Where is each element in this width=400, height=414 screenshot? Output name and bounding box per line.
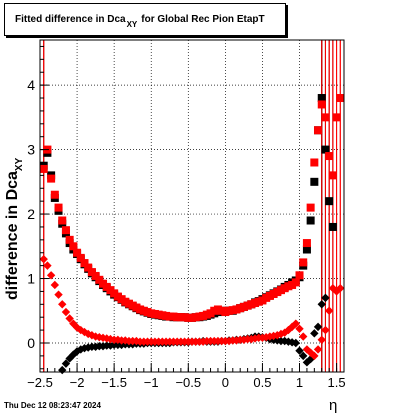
- y-tick-label: 4: [27, 77, 35, 93]
- data-point: [46, 271, 56, 280]
- y-tick-label: 3: [27, 142, 35, 158]
- data-point: [43, 261, 52, 270]
- x-axis-label: η: [329, 397, 338, 414]
- data-point: [58, 216, 67, 225]
- data-point: [317, 100, 326, 109]
- x-tick-label: 0.5: [253, 375, 271, 390]
- data-point: [295, 271, 304, 280]
- data-point: [61, 226, 70, 235]
- data-point: [58, 300, 67, 309]
- y-axis-label-subscript: XY: [14, 157, 25, 172]
- data-point: [324, 306, 334, 315]
- x-tick-label: 1.5: [328, 375, 346, 390]
- x-tick-label: −1.5: [101, 375, 127, 390]
- data-point: [332, 113, 341, 122]
- data-point: [321, 145, 330, 154]
- y-tick-label: 0: [27, 335, 35, 351]
- data-point: [69, 350, 78, 359]
- timestamp: Thu Dec 12 08:23:47 2024: [4, 401, 101, 410]
- data-point: [317, 94, 326, 103]
- data-point: [73, 248, 82, 257]
- data-point: [310, 177, 319, 186]
- data-point: [328, 171, 337, 180]
- data-point: [306, 216, 315, 225]
- data-point: [239, 335, 249, 344]
- chart-title-rest: for Global Rec Pion EtapT: [141, 14, 265, 25]
- x-tick-label: 0: [222, 375, 229, 390]
- y-axis-label-main: difference in Dca: [4, 171, 21, 300]
- x-tick-label: −2: [70, 375, 85, 390]
- data-point: [310, 158, 319, 167]
- data-point: [310, 329, 319, 338]
- data-point: [321, 325, 330, 335]
- y-tick-label: 1: [27, 271, 35, 287]
- data-point: [47, 174, 56, 183]
- data-point: [61, 307, 71, 317]
- chart-title-subscript: XY: [126, 20, 138, 29]
- y-axis-label: difference in DcaXY: [4, 100, 25, 300]
- data-point: [76, 253, 85, 262]
- x-tick-label: −0.5: [175, 375, 201, 390]
- data-point: [291, 278, 300, 287]
- x-tick-label: −1: [144, 375, 159, 390]
- data-point: [306, 203, 315, 212]
- data-point: [325, 152, 334, 161]
- data-point: [50, 280, 60, 290]
- data-point: [336, 94, 345, 103]
- x-tick-label: 1: [296, 375, 303, 390]
- chart-title: Fitted difference in DcaXY for Global Rec…: [15, 14, 265, 29]
- data-point: [328, 222, 337, 231]
- data-point: [310, 351, 319, 361]
- data-point: [69, 319, 78, 328]
- data-point: [295, 324, 304, 334]
- data-point: [65, 235, 74, 244]
- y-tick-label: 2: [27, 206, 35, 222]
- data-point: [321, 293, 330, 303]
- axes: −2.5 −2 −1.5 −1 −0.5 0 0.5 1 1.5 0 1 2 3 4: [27, 45, 346, 390]
- data-point: [87, 331, 97, 340]
- data-point: [50, 190, 59, 199]
- x-tick-label: −2.5: [27, 375, 53, 390]
- chart-title-main: Fitted difference in Dca: [15, 14, 126, 25]
- data-point: [314, 126, 323, 135]
- plot-frame: [39, 39, 345, 373]
- data-point: [117, 340, 126, 350]
- data-point: [317, 300, 326, 309]
- data-point: [39, 254, 48, 264]
- data-point: [313, 345, 323, 354]
- data-point: [336, 283, 345, 293]
- chart-title-box: Fitted difference in DcaXY for Global Rec…: [4, 3, 286, 36]
- data-point: [295, 346, 304, 355]
- data-point: [54, 203, 63, 212]
- data-point: [317, 335, 326, 344]
- data-point: [102, 334, 111, 343]
- data-point: [313, 322, 323, 332]
- data-points: [39, 94, 345, 375]
- data-point: [69, 242, 78, 251]
- data-point: [325, 197, 334, 206]
- data-point: [80, 259, 89, 268]
- data-point: [54, 290, 63, 299]
- data-point: [321, 113, 330, 122]
- data-point: [299, 258, 308, 267]
- data-point: [65, 314, 74, 323]
- data-point: [302, 239, 311, 248]
- data-point: [247, 334, 256, 344]
- data-point: [291, 338, 301, 348]
- data-point: [61, 359, 71, 368]
- data-point: [291, 319, 301, 328]
- data-point: [84, 263, 93, 272]
- data-point: [299, 351, 308, 361]
- data-point: [302, 245, 311, 254]
- data-point: [39, 164, 48, 173]
- data-point: [299, 332, 308, 341]
